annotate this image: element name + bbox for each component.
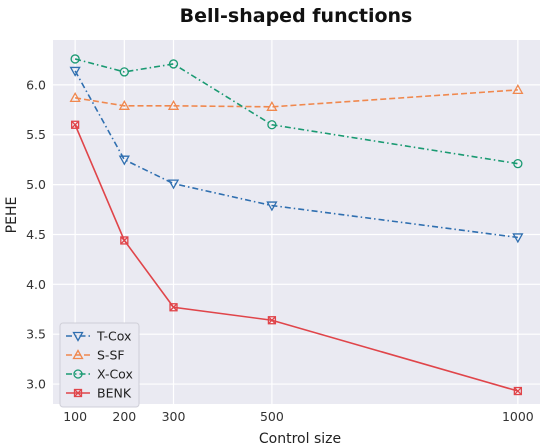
marker-box: [70, 120, 80, 129]
marker-cross: [74, 389, 82, 397]
data-point: [168, 59, 179, 69]
legend-entry: BENK: [66, 386, 132, 401]
series-s-sf: [69, 84, 524, 111]
data-point: [119, 67, 129, 77]
data-point: [512, 84, 524, 95]
marker-box: [169, 303, 178, 312]
y-tick-label: 4.5: [26, 227, 46, 242]
legend-marker: [73, 369, 83, 379]
marker-box: [73, 388, 83, 398]
y-tick-label: 3.5: [26, 327, 46, 342]
x-tick-label: 300: [162, 409, 186, 424]
data-point: [167, 99, 180, 110]
legend-label: BENK: [97, 386, 132, 401]
legend-label: X-Cox: [97, 367, 133, 382]
marker-box: [267, 316, 277, 325]
data-point: [513, 159, 523, 169]
x-tick-label: 200: [112, 409, 136, 424]
data-point: [120, 236, 129, 245]
y-tick-label: 3.0: [26, 377, 46, 392]
y-axis-label: PEHE: [4, 197, 20, 234]
marker-cross: [120, 236, 129, 245]
series-line: [74, 58, 518, 165]
series-x-cox: [70, 54, 523, 169]
marker-cross: [267, 316, 276, 325]
data-point: [118, 155, 130, 166]
data-point: [167, 179, 180, 190]
y-tick-label: 6.0: [26, 77, 46, 92]
x-tick-label: 100: [63, 409, 87, 424]
series-line: [75, 89, 518, 108]
x-tick-label: 1000: [502, 409, 534, 424]
data-point: [70, 120, 80, 129]
y-tick-label: 5.5: [26, 127, 46, 142]
tick-labels: 3.0 3.5 4.0 4.5 5.0 5.5 6.0 100 200 300 500 1000: [26, 77, 534, 424]
legend-entry: T-Cox: [66, 329, 131, 344]
legend-marker: [72, 349, 84, 360]
marker-cross: [71, 120, 80, 129]
x-tick-label: 500: [260, 409, 284, 424]
series-line: [74, 70, 518, 239]
series-t-cox: [69, 66, 524, 244]
data-point: [266, 201, 278, 212]
marker-cross: [513, 387, 522, 395]
legend-marker: [73, 388, 83, 398]
legend-marker: [72, 331, 84, 342]
data-point: [267, 316, 277, 325]
marker-box: [513, 386, 523, 396]
data-point: [69, 92, 81, 102]
series-benk: [70, 120, 523, 396]
legend: T-Cox S-SF X-Cox BENK: [59, 322, 140, 408]
legend-label: S-SF: [97, 348, 125, 363]
data-point: [513, 386, 523, 396]
x-axis-label: Control size: [259, 431, 341, 447]
chart-title: Bell-shaped functions: [180, 5, 413, 27]
data-point: [69, 66, 81, 77]
legend-label: T-Cox: [96, 329, 131, 344]
data-point: [266, 100, 278, 111]
legend-box: [59, 322, 140, 408]
data-point: [70, 54, 80, 64]
y-tick-label: 5.0: [26, 177, 46, 192]
marker-box: [120, 236, 129, 245]
marker-cross: [169, 303, 178, 312]
data-point: [267, 120, 277, 130]
data-point: [512, 233, 524, 244]
data-point: [118, 99, 130, 110]
legend-entry: X-Cox: [66, 367, 133, 382]
legend-entry: S-SF: [66, 348, 125, 363]
data-point: [169, 303, 178, 312]
series-layer: [69, 54, 524, 396]
y-tick-label: 4.0: [26, 277, 46, 292]
